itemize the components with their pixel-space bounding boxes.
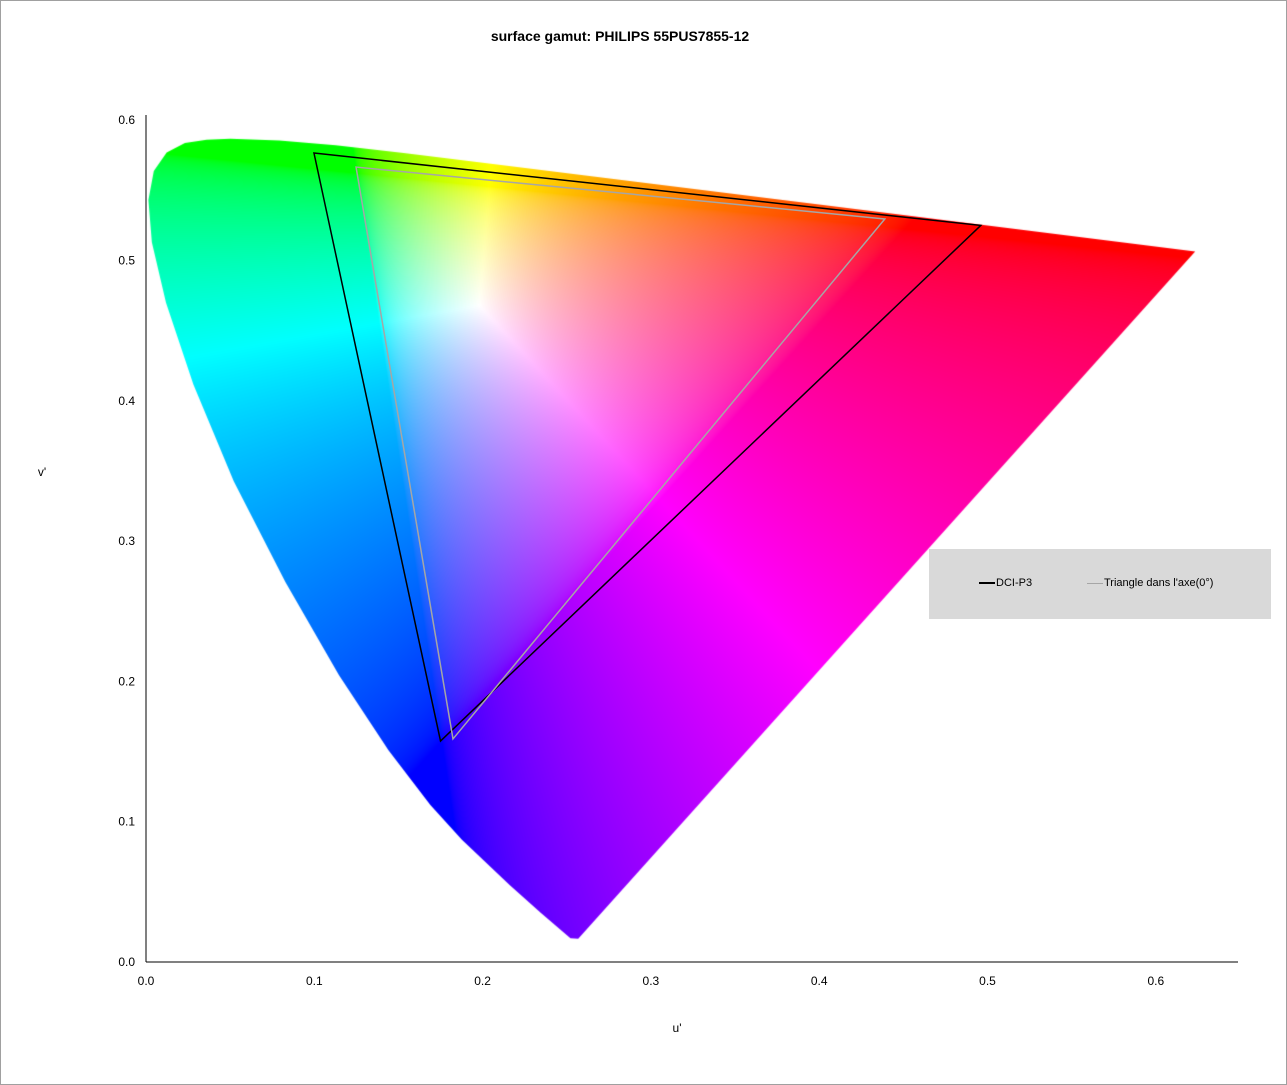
x-tick-label: 0.6 <box>1147 974 1164 988</box>
x-axis-label: u' <box>673 1021 682 1035</box>
legend-swatch <box>1087 582 1103 584</box>
y-tick-label: 0.5 <box>118 254 135 268</box>
x-tick-label: 0.2 <box>474 974 491 988</box>
legend-item-measured-triangle: Triangle dans l'axe(0°) <box>1087 577 1213 589</box>
x-tick-label: 0.5 <box>979 974 996 988</box>
legend-label: Triangle dans l'axe(0°) <box>1104 577 1214 589</box>
y-tick-label: 0.0 <box>118 955 135 969</box>
x-tick-label: 0.4 <box>811 974 828 988</box>
y-tick-label: 0.4 <box>118 394 135 408</box>
y-axis-label: v' <box>38 465 46 479</box>
measured-triangle <box>355 166 887 741</box>
legend: DCI-P3 Triangle dans l'axe(0°) <box>929 549 1271 619</box>
dci-p3-triangle <box>313 152 983 743</box>
x-tick-label: 0.0 <box>138 974 155 988</box>
x-tick-label: 0.3 <box>643 974 660 988</box>
legend-item-dci-p3: DCI-P3 <box>979 577 1032 589</box>
legend-swatch <box>979 582 995 584</box>
legend-label: DCI-P3 <box>996 577 1033 589</box>
chart-title: surface gamut: PHILIPS 55PUS7855-12 <box>490 28 750 44</box>
y-tick-label: 0.6 <box>118 113 135 127</box>
y-tick-label: 0.1 <box>118 815 135 829</box>
y-tick-label: 0.3 <box>118 534 135 548</box>
y-tick-label: 0.2 <box>118 674 135 688</box>
x-tick-label: 0.1 <box>306 974 323 988</box>
